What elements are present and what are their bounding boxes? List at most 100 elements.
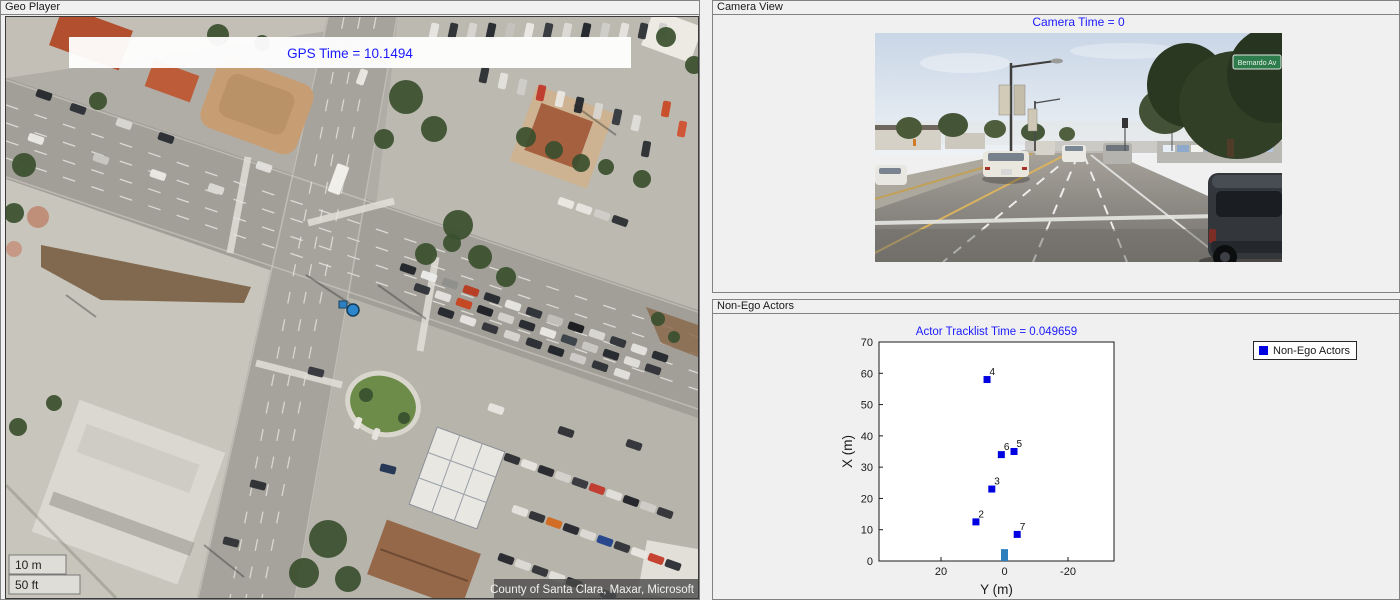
actor-label: 6 (1004, 442, 1010, 453)
plot-axes[interactable] (878, 341, 1115, 562)
vehicle (307, 366, 325, 378)
tree (4, 203, 24, 223)
vehicle (630, 114, 642, 132)
vehicle (637, 22, 649, 40)
vehicle (676, 120, 688, 138)
tree (633, 170, 651, 188)
actor-marker (1010, 448, 1018, 455)
y-tick-label: 10 (861, 525, 873, 537)
foreground-suv (1199, 173, 1295, 269)
vehicle (531, 565, 549, 577)
vehicle (399, 263, 417, 275)
pole-banner (998, 84, 1011, 116)
geo-map-viewport[interactable]: GPS Time = 10.1494 10 m 50 ft County of … (4, 5, 707, 600)
vehicle (562, 523, 580, 535)
street-sign-text: Bernardo Av (1238, 60, 1277, 67)
vehicle (518, 319, 536, 332)
vehicle (651, 350, 669, 363)
vehicle (497, 312, 515, 325)
vehicle (571, 477, 589, 489)
actors-plot[interactable]: 20 0 -20 0 10 20 30 40 50 60 70 2 3 4 56 7 Actor Trackli… (713, 313, 1400, 600)
actor-label: 3 (994, 477, 1000, 488)
gps-time-text: GPS Time = 10.1494 (287, 46, 413, 61)
actor-marker (972, 518, 980, 526)
vehicle (593, 209, 611, 221)
tree (389, 80, 423, 114)
tree (443, 234, 461, 252)
vehicle (525, 337, 543, 350)
scale-feet-label: 50 ft (15, 578, 39, 592)
tree (46, 395, 62, 411)
tree (309, 520, 347, 558)
actor-marker (997, 451, 1005, 459)
vehicle (353, 416, 363, 430)
vehicle (613, 367, 631, 380)
traffic-cars (982, 141, 1132, 184)
vehicle (623, 356, 641, 368)
x-tick-label: 0 (1001, 566, 1007, 578)
vehicle (462, 285, 480, 297)
vehicle (476, 305, 494, 317)
tree (398, 412, 410, 424)
y-tick-label: 20 (861, 493, 873, 505)
vehicle (35, 89, 53, 101)
non-ego-actors-panel-title: Non-Ego Actors (713, 300, 1399, 314)
vehicle (591, 360, 609, 373)
vehicle (428, 22, 440, 40)
vehicle (207, 183, 225, 195)
pole-banner (1013, 84, 1026, 116)
aerial-map[interactable]: GPS Time = 10.1494 10 m 50 ft County of … (4, 5, 707, 600)
vehicle (639, 501, 657, 513)
vehicle (588, 328, 606, 341)
x-tick-label: 20 (935, 566, 947, 578)
vehicle (613, 541, 631, 553)
ego-marker (1001, 549, 1008, 561)
vehicle (511, 505, 529, 517)
y-tick-label: 50 (861, 400, 873, 412)
aerial-vehicles (27, 22, 688, 600)
gps-time-banner: GPS Time = 10.1494 (69, 37, 631, 68)
street-sign: Bernardo Av (1232, 54, 1282, 70)
tree (415, 243, 437, 265)
tree (496, 267, 516, 287)
vehicle (27, 133, 45, 145)
vehicle (618, 22, 630, 40)
vehicle (455, 297, 473, 310)
plot-legend: Non-Ego Actors (1253, 341, 1358, 360)
vehicle (547, 345, 565, 357)
vehicle (609, 336, 627, 348)
tree (516, 127, 536, 147)
vehicle (622, 495, 640, 507)
vehicle (115, 118, 133, 130)
vehicle (437, 307, 455, 319)
actor-label: 7 (1020, 522, 1026, 533)
vehicle (605, 489, 623, 501)
building (875, 130, 941, 150)
vehicle (481, 322, 499, 335)
vehicle (561, 22, 573, 40)
vehicle (567, 321, 585, 334)
vehicle (503, 453, 521, 465)
map-attribution: County of Santa Clara, Maxar, Microsoft (490, 579, 698, 598)
aerial-trees (4, 24, 703, 592)
street-poles (998, 58, 1173, 151)
camera-view-panel: Camera View Camera Time = 0 (712, 0, 1400, 293)
vehicle (557, 197, 575, 209)
tree (6, 241, 22, 257)
geo-player-panel: Geo Player (0, 0, 707, 600)
vehicle (647, 553, 665, 565)
vehicle (379, 463, 397, 475)
tree (468, 245, 492, 269)
plot-title: Actor Tracklist Time = 0.049659 (916, 326, 1077, 338)
vehicle (523, 22, 535, 40)
tree (359, 388, 373, 402)
vehicle (466, 22, 478, 40)
non-ego-actors-panel: Non-Ego Actors 20 0 -20 0 10 20 30 40 50 60 70 2 3 4 5… (712, 299, 1400, 600)
vehicle (520, 459, 538, 471)
tree (12, 153, 36, 177)
tree (443, 210, 473, 240)
vehicle (579, 529, 597, 541)
y-tick-label: 60 (861, 368, 873, 380)
vehicle (640, 140, 652, 158)
